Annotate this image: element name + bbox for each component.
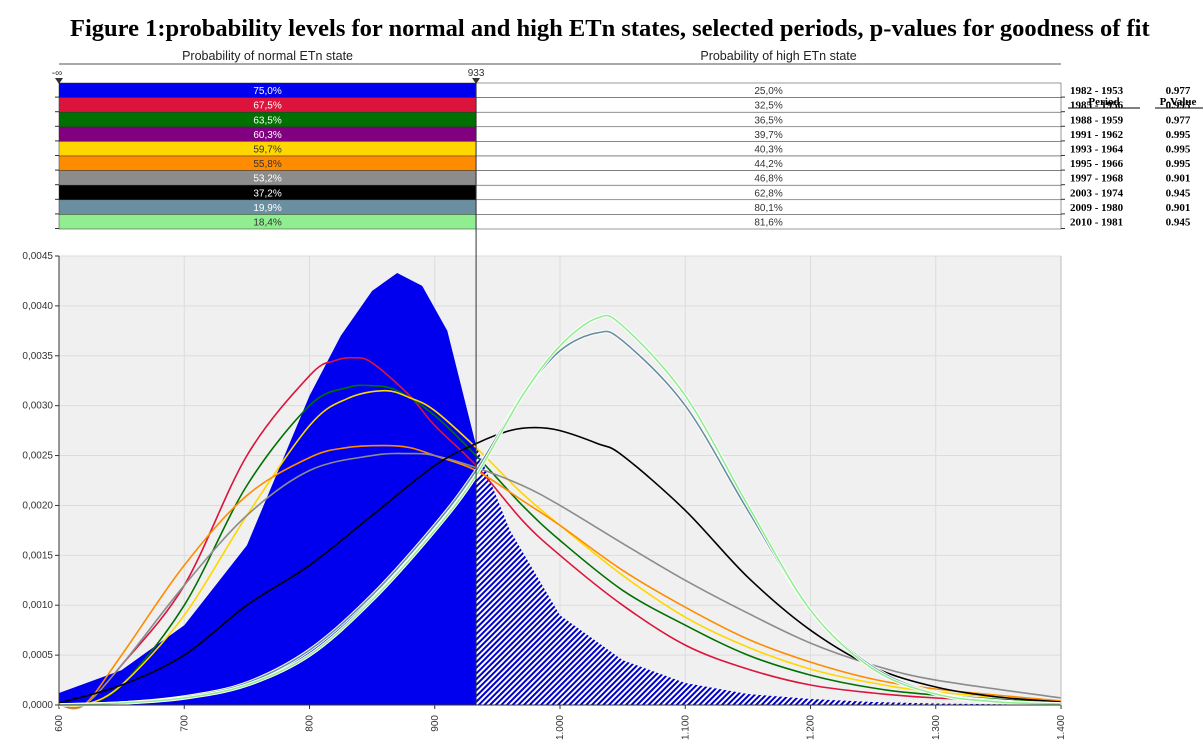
x-tick-label: 1.000 [555,715,566,740]
pvalue-header: P-Value [1160,96,1197,108]
period-cell: 1988 - 1959 [1070,114,1124,126]
high-probability-label: 32,5% [754,101,782,112]
density-curve [58,444,1062,710]
period-cell: 1997 - 1968 [1070,173,1124,185]
x-tick-label: 600 [54,715,65,732]
left-infinity-marker: -∞ [52,68,62,79]
y-tick-label: 0,0035 [22,351,53,362]
period-cell: 1985 - 1956 [1070,100,1124,112]
threshold-marker-triangle [472,78,481,84]
pvalue-cell: 0.901 [1166,173,1191,185]
normal-probability-label: 18,4% [253,218,281,229]
x-tick-label: 1.400 [1056,715,1067,740]
period-header: Period [1088,96,1119,108]
density-curve [58,389,1062,708]
pvalue-cell: 0.901 [1166,202,1191,214]
x-tick-label: 700 [179,715,190,732]
normal-probability-label: 59,7% [253,145,281,156]
y-tick-label: 0,0000 [22,700,53,711]
normal-probability-label: 19,9% [253,203,281,214]
normal-probability-label: 60,3% [253,130,281,141]
y-tick-label: 0,0020 [22,500,53,511]
pvalue-cell: 0.995 [1166,144,1191,156]
normal-probability-label: 63,5% [253,115,281,126]
high-probability-label: 25,0% [754,86,782,97]
high-probability-label: 80,1% [754,203,782,214]
x-tick-label: 1.200 [806,715,817,740]
y-tick-label: 0,0015 [22,550,53,561]
pvalue-cell: 0.995 [1166,158,1191,170]
high-probability-label: 39,7% [754,130,782,141]
x-tick-label: 800 [305,715,316,732]
normal-probability-label: 53,2% [253,174,281,185]
y-tick-label: 0,0045 [22,251,53,262]
high-probability-label: 40,3% [754,145,782,156]
period-cell: 1991 - 1962 [1070,129,1124,141]
normal-probability-label: 55,8% [253,159,281,170]
period-cell: 2009 - 1980 [1070,202,1124,214]
threshold-marker: 933 [468,68,485,79]
left-marker-triangle [55,78,63,84]
pvalue-cell: 0.995 [1166,129,1191,141]
period-cell: 1995 - 1966 [1070,158,1124,170]
high-probability-label: 62,8% [754,188,782,199]
pvalue-cell: 0.945 [1166,187,1191,199]
figure-title: Figure 1:probability levels for normal a… [70,15,1150,42]
normal-probability-label: 67,5% [253,101,281,112]
period-cell: 1993 - 1964 [1070,144,1124,156]
pvalue-cell: 0.945 [1166,217,1191,229]
y-tick-label: 0,0030 [22,401,53,412]
high-state-density-area [476,445,1061,705]
density-curve [58,314,1062,706]
density-curve [58,356,1062,709]
y-tick-label: 0,0010 [22,600,53,611]
y-tick-label: 0,0005 [22,650,53,661]
normal-probability-label: 75,0% [253,86,281,97]
high-probability-label: 81,6% [754,218,782,229]
period-cell: 2010 - 1981 [1070,217,1123,229]
y-tick-label: 0,0025 [22,451,53,462]
x-tick-label: 1.100 [680,715,691,740]
y-tick-label: 0,0040 [22,301,53,312]
x-tick-label: 900 [430,715,441,732]
pvalue-cell: 0.977 [1166,114,1191,126]
density-curve [58,384,1062,708]
high-probability-label: 36,5% [754,115,782,126]
high-probability-label: 46,8% [754,174,782,185]
pvalue-cell: 0.977 [1166,85,1191,97]
period-cell: 1982 - 1953 [1070,85,1124,97]
period-cell: 2003 - 1974 [1070,187,1124,199]
x-tick-label: 1.300 [931,715,942,740]
pvalue-cell: 0.995 [1166,100,1191,112]
normal-probability-label: 37,2% [253,188,281,199]
normal-state-label: Probability of normal ETn state [182,49,353,63]
high-probability-label: 44,2% [754,159,782,170]
high-state-label: Probability of high ETn state [700,49,856,63]
